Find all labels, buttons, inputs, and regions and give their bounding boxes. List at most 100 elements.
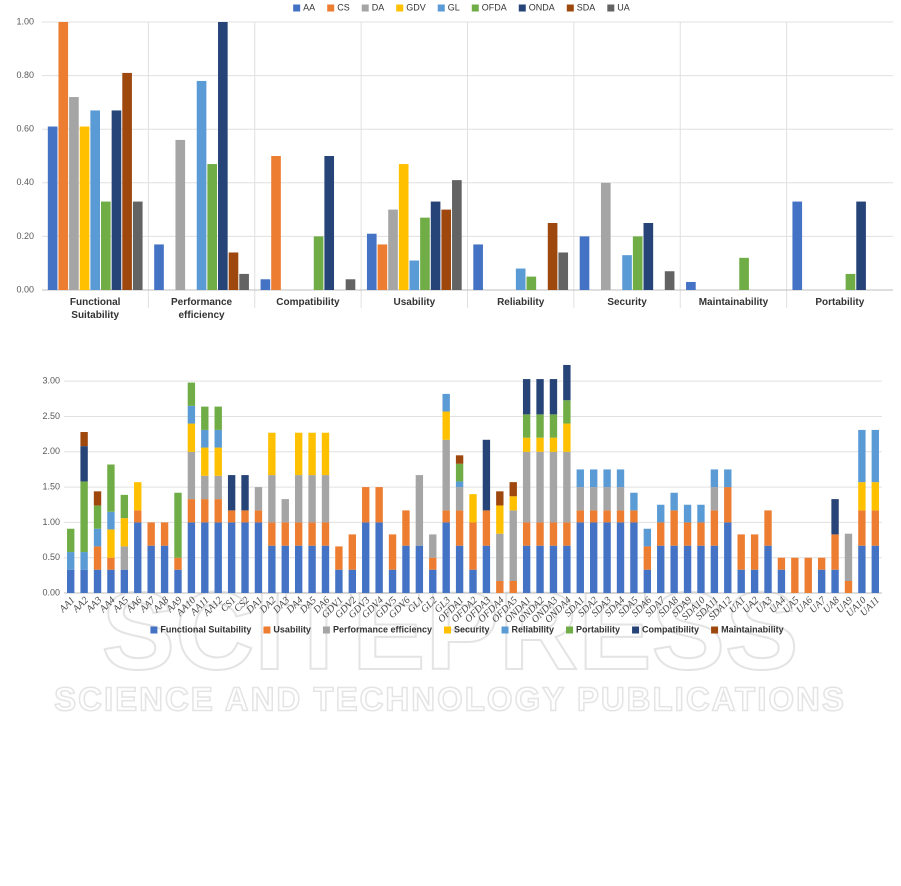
bar-segment xyxy=(80,481,88,553)
bar-segment xyxy=(496,533,504,581)
bar-segment xyxy=(549,451,558,523)
legend: Functional Suitability Usability Performan… xyxy=(150,624,784,634)
bar xyxy=(856,201,866,290)
bar-segment xyxy=(522,437,531,452)
bar-segment xyxy=(670,545,678,593)
bar-segment xyxy=(120,546,129,570)
bar-segment xyxy=(844,533,853,581)
bar-segment xyxy=(590,487,598,511)
bar-segment xyxy=(308,545,316,593)
bar-segment xyxy=(536,545,544,593)
legend-label: UA xyxy=(617,2,630,12)
bar-segment xyxy=(120,494,129,519)
bar-segment xyxy=(321,545,330,593)
bar-segment xyxy=(777,569,786,593)
bar-segment xyxy=(858,482,866,511)
legend-swatch xyxy=(361,4,369,12)
bar-segment xyxy=(871,545,879,593)
bar-segment xyxy=(455,487,464,511)
bar-segment xyxy=(362,522,370,593)
bar-segment xyxy=(268,432,276,476)
bar xyxy=(239,273,249,290)
bar-segment xyxy=(442,439,450,511)
y-tick-label: 0.40 xyxy=(16,177,34,187)
bar-segment xyxy=(375,487,383,523)
bar-segment xyxy=(496,491,504,506)
watermark-subtitle: SCIENCE AND TECHNOLOGY PUBLICATIONS xyxy=(54,681,846,718)
legend-swatch xyxy=(471,4,479,12)
bar-segment xyxy=(93,569,102,593)
bar-segment xyxy=(871,429,879,483)
bar-segment xyxy=(536,522,544,546)
bar xyxy=(526,276,537,290)
bar-segment xyxy=(388,569,397,593)
y-tick-label: 0.00 xyxy=(42,587,60,597)
bar-segment xyxy=(522,451,531,523)
bar xyxy=(218,22,228,290)
bar-segment xyxy=(429,569,437,593)
bar-segment xyxy=(134,482,142,511)
bar-segment xyxy=(214,429,222,448)
bar-segment xyxy=(268,522,276,546)
bar-segment xyxy=(791,557,799,593)
bar-segment xyxy=(241,522,249,593)
bar xyxy=(398,164,409,290)
legend-label: Performance efficiency xyxy=(333,624,432,634)
bar-segment xyxy=(549,414,558,438)
bar-segment xyxy=(227,475,236,511)
bar-segment xyxy=(603,487,611,511)
bar-segment xyxy=(455,510,464,546)
bar xyxy=(664,271,675,290)
bar-segment xyxy=(187,451,196,500)
legend: AA CS DA GDV GL OFDA ONDA SDA UA xyxy=(293,2,630,12)
y-tick-label: 1.00 xyxy=(16,16,34,26)
bar-segment xyxy=(858,510,866,546)
bar-segment xyxy=(817,557,826,570)
bar-segment xyxy=(764,510,772,546)
legend-swatch xyxy=(566,4,574,12)
bar xyxy=(207,164,218,290)
bar xyxy=(111,110,122,290)
bar-segment xyxy=(160,545,169,593)
bar-segment xyxy=(402,510,410,546)
bar-segment xyxy=(174,557,182,570)
bar-segment xyxy=(348,569,356,593)
legend-label: Functional Suitability xyxy=(160,624,251,634)
bar-segment xyxy=(294,432,303,476)
bar-segment xyxy=(509,482,517,497)
bar xyxy=(69,97,79,290)
bar-segment xyxy=(509,580,517,593)
bar-segment xyxy=(496,505,504,534)
bar-segment xyxy=(442,393,450,412)
bar-segment xyxy=(509,510,517,581)
bar-segment xyxy=(817,569,826,593)
bar-segment xyxy=(737,569,745,593)
legend-label: Security xyxy=(454,624,490,634)
bar xyxy=(579,236,590,290)
bar-segment xyxy=(710,545,719,593)
bar-segment xyxy=(697,545,705,593)
bar-segment xyxy=(362,487,370,523)
legend-swatch xyxy=(443,626,451,634)
bar xyxy=(101,201,111,290)
bar-segment xyxy=(442,411,450,440)
bar-segment xyxy=(268,545,276,593)
bar xyxy=(643,223,654,290)
bar-segment xyxy=(697,504,705,523)
bar xyxy=(313,236,324,290)
bar-segment xyxy=(107,464,115,512)
bar-segment xyxy=(455,463,464,482)
legend-swatch xyxy=(501,626,509,634)
bar xyxy=(441,209,452,290)
bar-segment xyxy=(576,487,584,511)
bar-segment xyxy=(120,518,129,547)
bar-segment xyxy=(335,546,343,570)
legend-swatch xyxy=(263,626,271,634)
bar-segment xyxy=(93,491,102,506)
bar-segment xyxy=(107,529,115,558)
bar xyxy=(260,279,271,290)
bar xyxy=(547,223,558,290)
x-tick-label: Reliability xyxy=(497,297,545,308)
bar-segment xyxy=(308,475,316,523)
bar xyxy=(58,22,69,290)
